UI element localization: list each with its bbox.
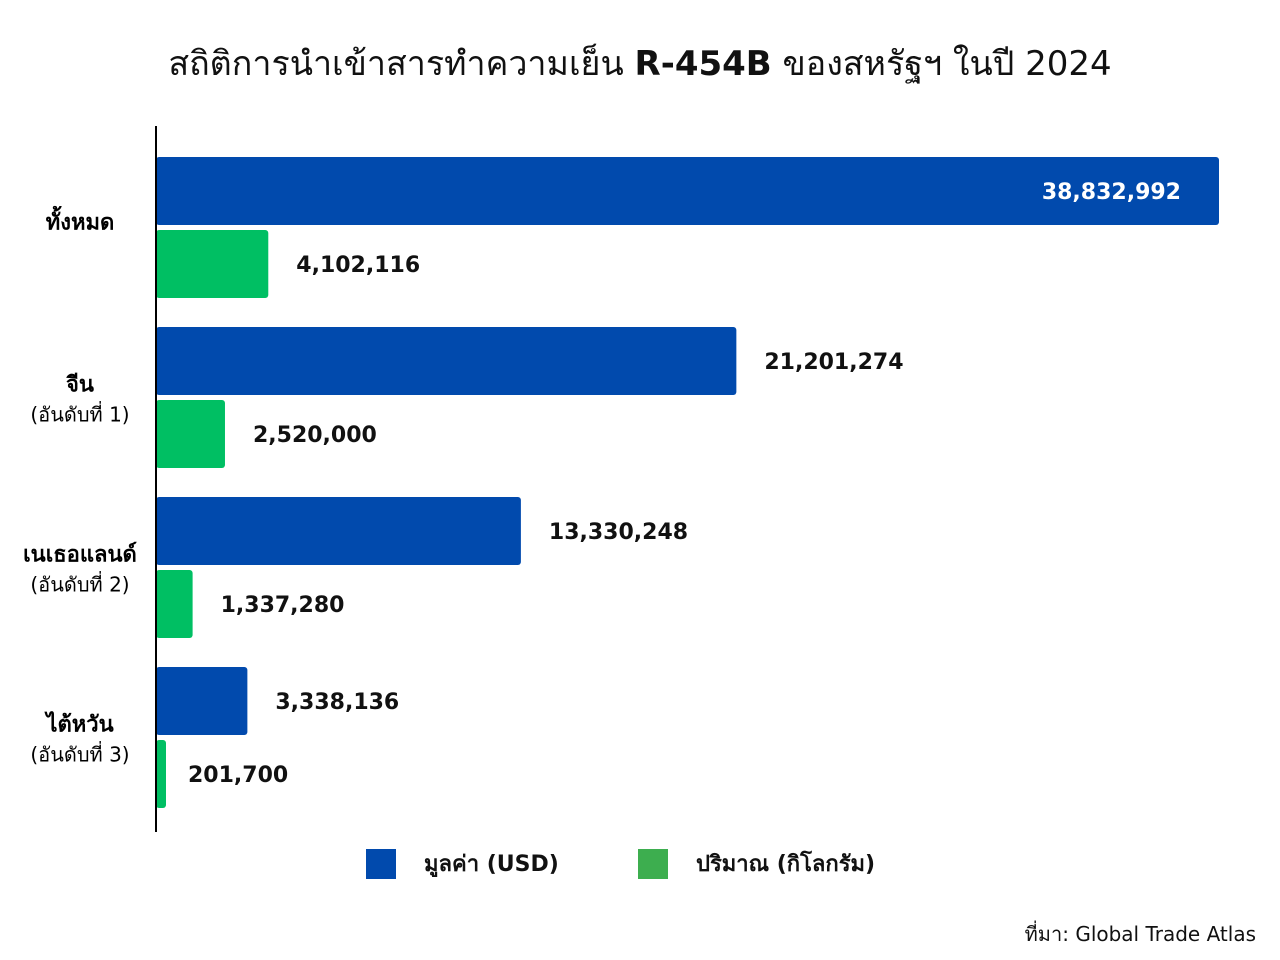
data-label-value-netherlands: 13,330,248 [549,520,688,545]
legend-item-quantity: ปริมาณ (กิโลกรัม) [638,846,875,881]
data-label-value-china: 21,201,274 [764,350,903,375]
bar-chart: 38,832,992 4,102,116 ทั้งหมด 21,201,274 2,52… [23,126,1219,832]
data-label-quantity-total: 4,102,116 [296,253,420,278]
bar-value-netherlands [156,497,521,565]
category-label-china: จีน [66,373,94,398]
legend: มูลค่า (USD) ปริมาณ (กิโลกรัม) [0,846,1280,879]
legend-swatch-quantity [638,848,668,879]
chart-title-suffix: ของสหรัฐฯ ในปี 2024 [771,44,1112,84]
legend-swatch-value [366,848,396,879]
category-label-netherlands: เนเธอแลนด์ [23,542,137,568]
legend-label-quantity: ปริมาณ (กิโลกรัม) [696,852,876,877]
data-label-quantity-china: 2,520,000 [253,423,377,448]
legend-label-value: มูลค่า (USD) [424,852,559,877]
bar-value-taiwan [156,667,248,735]
chart-title-emphasis: R-454B [634,44,772,84]
bar-quantity-china [156,400,225,468]
category-label-taiwan: ไต้หวัน [44,711,113,738]
chart-title-prefix: สถิติการนำเข้าสารทำความเย็น [168,44,635,84]
category-rank-china: (อันดับที่ 1) [30,401,129,427]
category-rank-taiwan: (อันดับที่ 3) [30,741,129,767]
data-label-quantity-netherlands: 1,337,280 [221,593,345,618]
bar-quantity-taiwan [156,740,166,808]
data-label-value-taiwan: 3,338,136 [275,690,399,715]
bar-quantity-netherlands [156,570,193,638]
category-rank-netherlands: (อันดับที่ 2) [30,571,129,597]
category-label-total: ทั้งหมด [46,206,115,236]
data-label-value-total: 38,832,992 [1042,180,1181,205]
bar-value-china [156,327,737,395]
bar-quantity-total [156,230,269,298]
source-note: ที่มา: Global Trade Atlas [1024,922,1256,946]
data-label-quantity-taiwan: 201,700 [188,763,288,788]
bar-value-total [156,157,1219,225]
chart-title: สถิติการนำเข้าสารทำความเย็น R-454B ของสห… [0,36,1280,90]
legend-item-value: มูลค่า (USD) [366,846,559,881]
